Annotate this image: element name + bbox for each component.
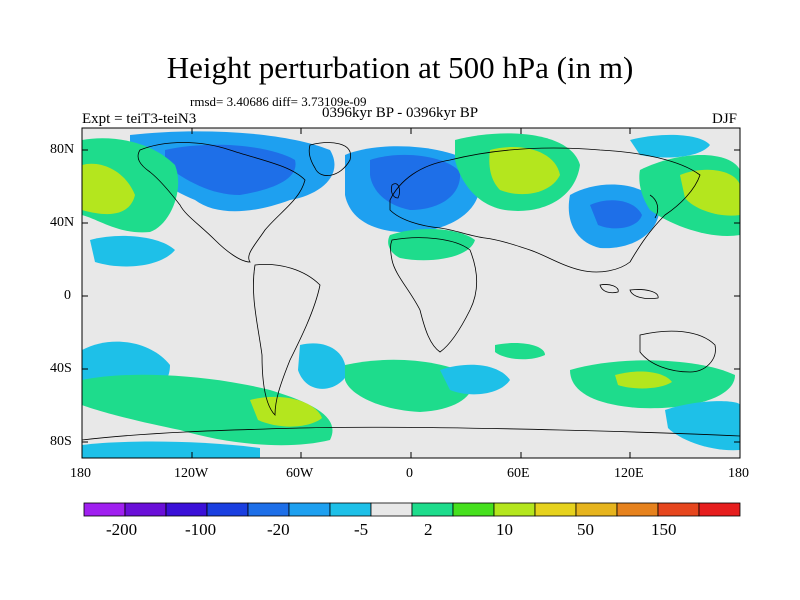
field-atl-yellowgreen bbox=[82, 163, 135, 215]
field-ant-cyan bbox=[82, 441, 260, 458]
colorbar-swatch bbox=[698, 502, 741, 517]
lat-label: 40N bbox=[50, 215, 75, 230]
field-sa-green bbox=[82, 374, 333, 446]
coastlines bbox=[82, 142, 740, 441]
field-indian-green bbox=[495, 343, 545, 360]
colorbar-label: -100 bbox=[185, 520, 217, 539]
colorbar-swatch bbox=[411, 502, 454, 517]
lon-label: 120E bbox=[614, 466, 644, 481]
colorbar-swatch bbox=[493, 502, 536, 517]
lat-label: 0 bbox=[64, 288, 71, 303]
colorbar bbox=[83, 502, 741, 517]
colorbar-swatch bbox=[452, 502, 495, 517]
colorbar-label: 2 bbox=[424, 520, 433, 539]
field-sw-cyan bbox=[90, 235, 175, 267]
colorbar-swatch bbox=[165, 502, 208, 517]
colorbar-label: 10 bbox=[496, 520, 513, 539]
field-aus-yellowgreen bbox=[615, 371, 672, 389]
lat-label: 80S bbox=[50, 434, 72, 449]
colorbar-label: -5 bbox=[354, 520, 369, 539]
stats-text: rmsd= 3.40686 diff= 3.73109e-09 bbox=[190, 94, 367, 109]
field-na-blue-dark bbox=[165, 144, 296, 195]
field-samerica-cyan bbox=[298, 343, 346, 389]
colorbar-swatch bbox=[657, 502, 700, 517]
colorbar-label: 50 bbox=[577, 520, 594, 539]
field-so-cyan bbox=[440, 364, 510, 395]
axis-ticks bbox=[81, 128, 741, 458]
lon-label: 60E bbox=[507, 466, 530, 481]
colorbar-swatch bbox=[124, 502, 167, 517]
colorbar-swatch bbox=[534, 502, 577, 517]
field-sa-yellowgreen bbox=[250, 396, 322, 427]
season-label: DJF bbox=[712, 111, 738, 127]
colorbar-swatch bbox=[616, 502, 659, 517]
lon-label: 60W bbox=[286, 466, 314, 481]
colorbar-swatch bbox=[206, 502, 249, 517]
period-label: 0396kyr BP - 0396kyr BP bbox=[322, 105, 479, 121]
lon-label: 0 bbox=[406, 466, 413, 481]
colorbar-label: -20 bbox=[267, 520, 290, 539]
colorbar-swatch bbox=[575, 502, 618, 517]
field-asia-yellowgreen bbox=[489, 147, 560, 195]
field-pac-blue-dark bbox=[590, 200, 642, 229]
experiment-label: Expt = teiT3-teiN3 bbox=[82, 111, 197, 127]
colorbar-swatch bbox=[329, 502, 372, 517]
colorbar-swatch bbox=[370, 502, 413, 517]
field-africa-green bbox=[388, 228, 475, 261]
field-ne-yellowgreen bbox=[680, 169, 740, 216]
field-np-blue-small bbox=[630, 134, 710, 158]
field-se-cyan bbox=[665, 401, 740, 451]
colorbar-swatch bbox=[247, 502, 290, 517]
lat-label: 80N bbox=[50, 142, 75, 157]
lon-label: 180 bbox=[70, 466, 91, 481]
lon-label: 120W bbox=[174, 466, 209, 481]
field-so-green bbox=[345, 359, 473, 412]
field-euro-blue-dark bbox=[370, 154, 461, 210]
lon-label: 180 bbox=[728, 466, 749, 481]
colorbar-label: -200 bbox=[106, 520, 138, 539]
plot-title: Height perturbation at 500 hPa (in m) bbox=[166, 50, 634, 85]
colorbar-swatch bbox=[288, 502, 331, 517]
colorbar-label: 150 bbox=[651, 520, 677, 539]
colorbar-swatch bbox=[83, 502, 126, 517]
lat-label: 40S bbox=[50, 361, 72, 376]
